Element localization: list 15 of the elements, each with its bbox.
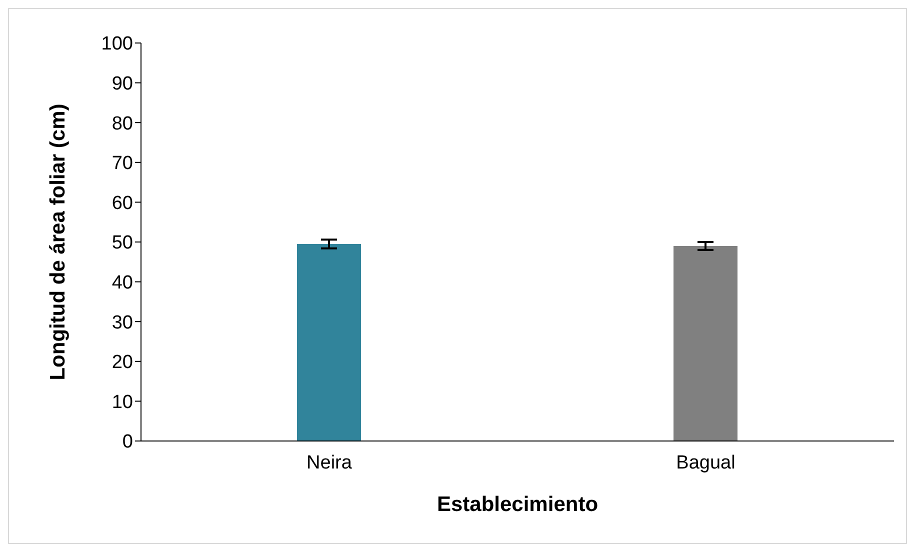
y-axis-title: Longitud de área foliar (cm)	[46, 104, 70, 380]
y-tick-label: 80	[112, 113, 133, 134]
y-tick-label: 90	[112, 74, 133, 95]
y-tick-label: 70	[112, 153, 133, 174]
y-tick-label: 100	[101, 34, 133, 55]
x-tick-label: Neira	[306, 452, 352, 474]
y-tick-label: 20	[112, 352, 133, 374]
y-tick-label: 60	[112, 192, 133, 214]
y-tick-label: 30	[112, 312, 133, 334]
y-tick-label: 10	[112, 392, 133, 413]
y-tick-label: 40	[112, 272, 133, 294]
x-tick-label: Bagual	[676, 452, 736, 474]
x-axis-title: Establecimiento	[436, 493, 598, 516]
y-tick-label: 0	[122, 432, 133, 453]
y-tick-label: 50	[112, 232, 133, 254]
